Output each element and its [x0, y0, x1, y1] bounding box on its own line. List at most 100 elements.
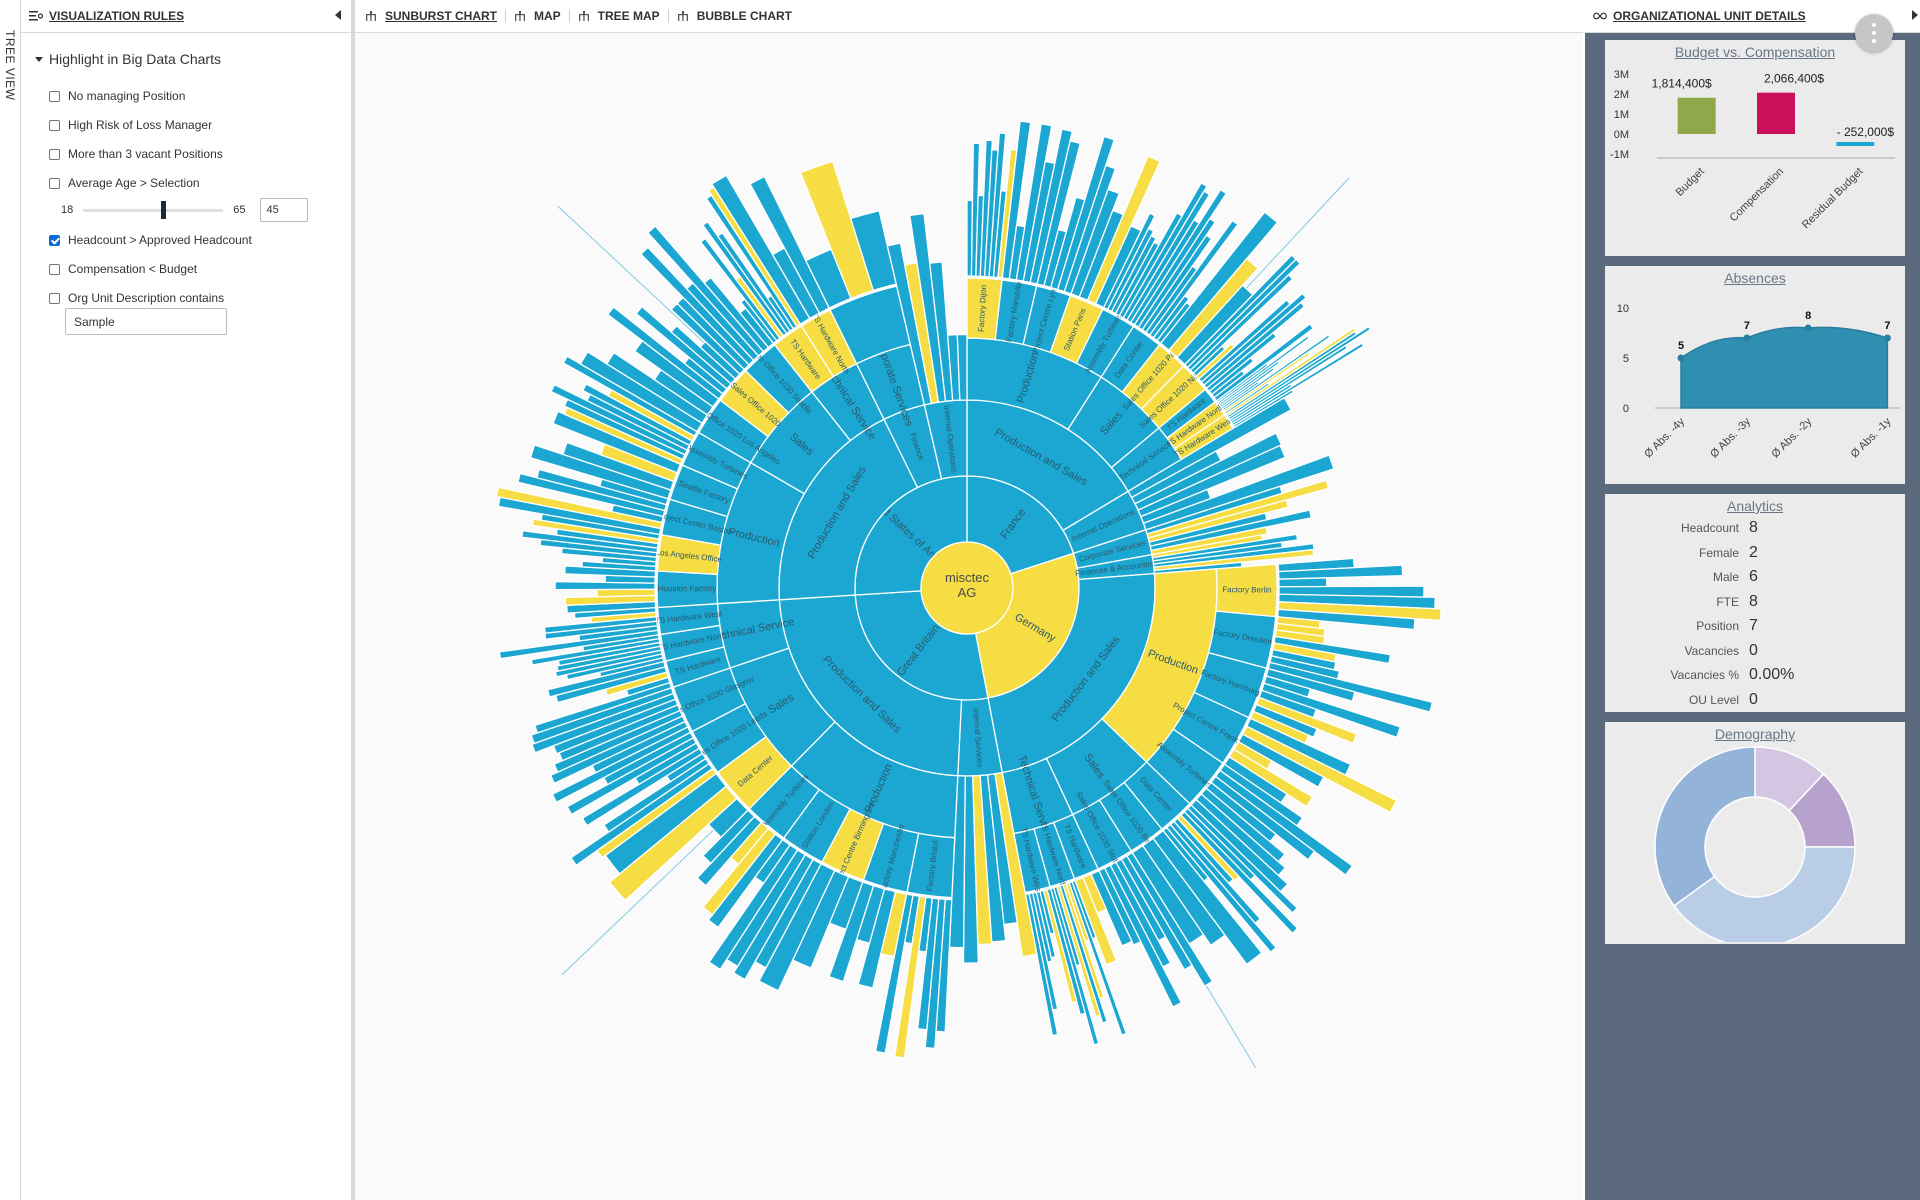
sunburst-root-label: AG: [958, 585, 977, 600]
budget-y-tick: -1M: [1610, 149, 1629, 161]
budget-bar-value-label: 1,814,400$: [1652, 77, 1712, 91]
tab-bubble-chart[interactable]: BUBBLE CHART: [669, 9, 800, 23]
rule-label: Compensation < Budget: [68, 262, 198, 276]
analytics-card-title[interactable]: Analytics: [1726, 498, 1784, 514]
checkbox[interactable]: [49, 234, 60, 246]
tab-label: MAP: [534, 9, 561, 23]
absences-x-label: Ø Abs. -3y: [1708, 415, 1753, 460]
rule-vacant-positions[interactable]: More than 3 vacant Positions: [49, 147, 223, 161]
group-title: Highlight in Big Data Charts: [49, 51, 221, 67]
sunburst-spike[interactable]: [596, 588, 656, 598]
analytics-label: FTE: [1716, 594, 1739, 609]
rule-label: Org Unit Description contains: [68, 291, 225, 305]
tree-view-label[interactable]: TREE VIEW: [3, 30, 17, 101]
analytics-row: Headcount 8: [1605, 516, 1905, 541]
sunburst-spike[interactable]: [956, 333, 968, 401]
budget-y-tick: 3M: [1614, 69, 1629, 81]
rule-label: Average Age > Selection: [68, 176, 200, 190]
checkbox[interactable]: [49, 148, 60, 160]
absences-chart: 10 5 0 5 Ø Abs. -4y 7 Ø Abs. -3y 8 Ø Abs. -2y 7 Ø …: [1617, 303, 1900, 460]
absences-card-title[interactable]: Absences: [1724, 270, 1786, 286]
absences-y-tick: 0: [1623, 403, 1629, 415]
checkbox[interactable]: [49, 90, 60, 102]
analytics-value: 0: [1749, 690, 1758, 708]
panel-title[interactable]: VISUALIZATION RULES: [49, 9, 185, 23]
tab-sunburst-chart[interactable]: SUNBURST CHART: [355, 9, 506, 23]
collapse-right-icon[interactable]: [1912, 10, 1918, 20]
budget-bar[interactable]: [1757, 92, 1795, 134]
budget-bar-value-label: 2,066,400$: [1764, 72, 1824, 86]
rule-average-age[interactable]: Average Age > Selection: [49, 176, 200, 190]
checkbox[interactable]: [49, 263, 60, 275]
tab-map[interactable]: MAP: [506, 9, 570, 23]
absences-x-label: Ø Abs. -4y: [1642, 415, 1687, 460]
analytics-row: Vacancies 0: [1605, 639, 1905, 664]
absences-area[interactable]: [1680, 326, 1889, 409]
demography-donut: [1654, 746, 1856, 948]
age-slider[interactable]: [83, 200, 224, 219]
age-input[interactable]: 45: [259, 198, 308, 222]
absences-point[interactable]: [1883, 334, 1891, 342]
demography-card: Demography: [1605, 722, 1905, 948]
budget-bar[interactable]: [1677, 97, 1716, 134]
checkbox[interactable]: [49, 177, 60, 189]
caret-down-icon: [35, 56, 43, 62]
collapse-left-icon[interactable]: [335, 10, 341, 20]
rule-description-contains[interactable]: Org Unit Description contains: [49, 291, 224, 305]
sunburst-leaf-label: Houston Factory: [658, 584, 717, 593]
more-options-button[interactable]: [1855, 14, 1893, 52]
age-min-label: 18: [61, 204, 74, 216]
sunburst-leaf-label: Factory Dijon: [977, 285, 989, 333]
sunburst-spike[interactable]: [1278, 577, 1328, 588]
absences-point[interactable]: [1804, 324, 1812, 332]
tab-tree-map[interactable]: TREE MAP: [570, 9, 669, 23]
rule-label: More than 3 vacant Positions: [68, 147, 223, 161]
sunburst-root[interactable]: [920, 541, 1014, 635]
tab-label: TREE MAP: [597, 9, 660, 23]
demography-card-title[interactable]: Demography: [1714, 726, 1796, 742]
absences-point[interactable]: [1677, 354, 1685, 362]
absences-value-label: 8: [1805, 310, 1811, 322]
budget-bar[interactable]: [1836, 142, 1875, 146]
sunburst-chart-area: France Production and Sales Production Fact…: [355, 33, 1583, 1200]
budget-chart: 3M 2M 1M 0M -1M 1,814,400$ Budget 2,066,400$ Com…: [1610, 69, 1895, 232]
analytics-card: Analytics Headcount 8 Female 2 Male 6 FTE 8 Posi…: [1605, 494, 1905, 714]
age-max-label: 65: [233, 204, 246, 216]
absences-y-tick: 10: [1617, 303, 1629, 315]
analytics-row: OU Level 0: [1605, 688, 1905, 713]
analytics-value: 8: [1749, 519, 1758, 537]
budget-y-tick: 0M: [1614, 129, 1629, 141]
demography-slice[interactable]: [1673, 846, 1856, 948]
rule-headcount[interactable]: Headcount > Approved Headcount: [49, 233, 252, 247]
absences-value-label: 7: [1884, 320, 1890, 332]
hierarchy-icon: [578, 10, 589, 21]
budget-x-label: Residual Budget: [1800, 166, 1866, 232]
highlight-group-header[interactable]: Highlight in Big Data Charts: [35, 51, 221, 67]
analytics-table: Headcount 8 Female 2 Male 6 FTE 8 Position 7 Vacan…: [1605, 516, 1905, 712]
absences-x-label: Ø Abs. -1y: [1849, 415, 1894, 460]
rule-no-managing-position[interactable]: No managing Position: [49, 89, 185, 103]
tab-label: SUNBURST CHART: [385, 9, 497, 23]
analytics-value: 0: [1749, 641, 1758, 659]
visualization-rules-panel: VISUALIZATION RULES Highlight in Big Dat…: [21, 0, 355, 1200]
hierarchy-icon: [366, 10, 376, 21]
rule-compensation-budget[interactable]: Compensation < Budget: [49, 262, 197, 276]
checkbox[interactable]: [49, 292, 60, 304]
org-unit-details-panel: ORGANIZATIONAL UNIT DETAILS Budget vs. C…: [1585, 0, 1920, 1200]
panel-title[interactable]: ORGANIZATIONAL UNIT DETAILS: [1613, 9, 1806, 23]
analytics-label: Position: [1696, 619, 1739, 634]
checkbox[interactable]: [49, 119, 60, 131]
demography-slice[interactable]: [1654, 746, 1756, 907]
analytics-value: 0.00%: [1749, 666, 1795, 684]
budget-y-tick: 1M: [1614, 109, 1629, 121]
age-slider-thumb[interactable]: [161, 200, 167, 219]
absences-point[interactable]: [1743, 334, 1751, 342]
rule-label: Headcount > Approved Headcount: [68, 233, 252, 247]
analytics-label: Headcount: [1680, 521, 1739, 536]
rule-high-risk-loss-manager[interactable]: High Risk of Loss Manager: [49, 118, 212, 132]
tree-view-strip[interactable]: TREE VIEW: [0, 0, 21, 1200]
budget-card-title[interactable]: Budget vs. Compensation: [1674, 44, 1836, 60]
glasses-icon: [1593, 12, 1607, 20]
description-input[interactable]: Sample: [65, 308, 227, 335]
